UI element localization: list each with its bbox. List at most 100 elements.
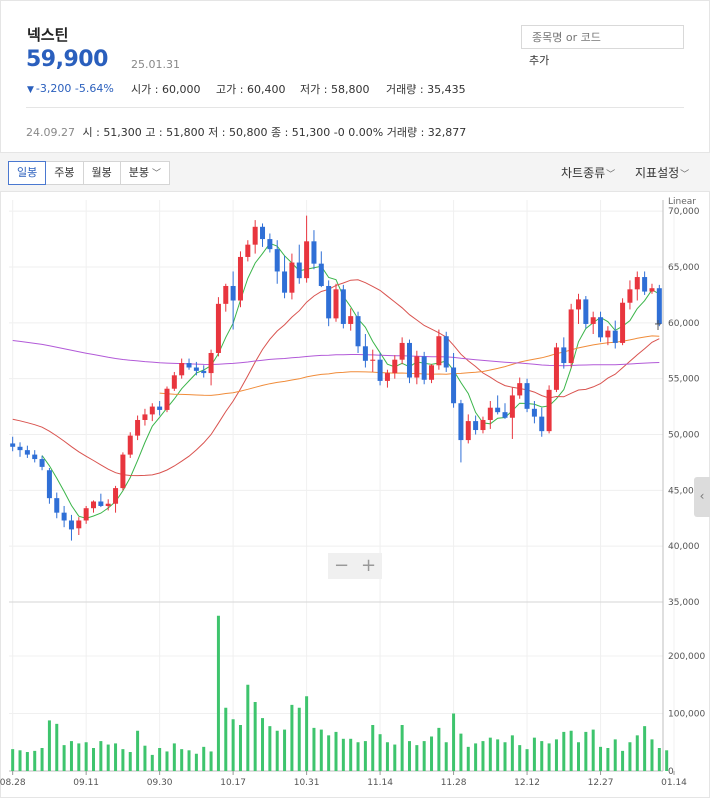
- volume-tick-label: 100,000: [668, 710, 705, 720]
- date-tick-label: 10.17: [220, 778, 246, 788]
- volume-bar: [518, 745, 522, 771]
- volume-bar: [290, 704, 294, 771]
- volume-bar: [569, 730, 573, 771]
- divider: [26, 107, 684, 108]
- candle-body: [627, 289, 633, 303]
- high-value: 60,400: [246, 83, 286, 96]
- candle-body: [61, 512, 67, 521]
- candle-body: [318, 263, 324, 286]
- volume-bar: [378, 734, 382, 771]
- candle-body: [105, 503, 111, 506]
- candle-body: [509, 395, 515, 418]
- candle-body: [458, 403, 464, 441]
- candle-body: [524, 383, 530, 409]
- volume-bar: [621, 750, 625, 771]
- zoom-in-button[interactable]: +: [360, 555, 377, 576]
- candle-body: [282, 271, 288, 293]
- price-tick-label: 55,000: [668, 375, 700, 385]
- hover-close: 51,300: [291, 126, 331, 139]
- candle-body: [656, 288, 662, 324]
- volume-bar: [312, 727, 316, 771]
- volume-bar: [114, 743, 118, 771]
- candle-body: [642, 277, 648, 292]
- volume-bar: [261, 718, 265, 771]
- panel-toggle-handle[interactable]: ‹: [694, 477, 710, 517]
- price-tick-label: 65,000: [668, 263, 700, 273]
- chart-type-menu[interactable]: 차트종류﹀: [561, 164, 615, 181]
- volume-bar: [224, 707, 228, 771]
- candle-body: [355, 316, 361, 347]
- volume-bar: [33, 750, 37, 771]
- volume-bar: [459, 733, 463, 771]
- volume-bar: [143, 745, 147, 771]
- price-tick-label: 50,000: [668, 431, 700, 441]
- candle-body: [252, 226, 258, 245]
- candle-body: [289, 262, 295, 293]
- hover-open: 51,300: [103, 126, 142, 139]
- volume-bar: [341, 738, 345, 771]
- candle-body: [76, 520, 82, 529]
- date-tick-label: 11.14: [367, 778, 393, 788]
- volume-bar: [150, 754, 154, 771]
- add-button[interactable]: 추가: [529, 54, 550, 67]
- volume-bar: [172, 743, 176, 771]
- low-value: 58,800: [330, 83, 370, 96]
- candle-body: [487, 407, 493, 420]
- candle-body: [392, 359, 398, 374]
- candle-body: [260, 226, 266, 240]
- candle-body: [274, 249, 280, 272]
- zoom-out-button[interactable]: −: [333, 555, 350, 576]
- period-tabs: 일봉 주봉 월봉 분봉 ﹀: [8, 161, 171, 185]
- chart-type-label: 차트종류: [561, 166, 606, 180]
- volume-bar: [503, 742, 507, 771]
- volume-bar: [650, 739, 654, 771]
- volume-bar: [158, 748, 162, 771]
- volume-bar: [496, 739, 500, 771]
- volume-bar: [40, 748, 44, 771]
- candle-body: [142, 414, 148, 420]
- chevron-down-icon: ﹀: [680, 170, 690, 180]
- candle-body: [245, 244, 251, 257]
- indicator-settings-menu[interactable]: 지표설정﹀: [635, 164, 689, 181]
- volume-bar: [562, 731, 566, 771]
- candle-body: [443, 336, 449, 368]
- volume-bar: [363, 741, 367, 771]
- candle-body: [399, 342, 405, 360]
- candle-body: [127, 435, 133, 455]
- hover-low-label: 저: [208, 126, 219, 139]
- candle-body: [230, 285, 236, 301]
- volume-bar: [165, 751, 169, 771]
- volume-bar: [474, 743, 478, 771]
- candle-body: [561, 347, 567, 364]
- volume-bar: [180, 749, 184, 771]
- candle-body: [634, 277, 640, 290]
- candle-body: [201, 370, 207, 374]
- zoom-control: − +: [328, 553, 382, 579]
- candle-body: [429, 365, 435, 380]
- change-value: -3,200: [35, 82, 72, 95]
- chevron-down-icon: ﹀: [152, 169, 162, 179]
- search-input[interactable]: [521, 25, 684, 49]
- candle-body: [296, 262, 302, 279]
- candle-body: [237, 256, 243, 301]
- volume-bar: [62, 745, 66, 771]
- high-label: 고가: [216, 83, 237, 96]
- tab-monthly[interactable]: 월봉: [82, 161, 121, 185]
- chevron-left-icon: ‹: [699, 489, 705, 503]
- candle-body: [24, 450, 30, 455]
- candle-body: [531, 408, 537, 417]
- volume-bar: [554, 739, 558, 771]
- volume-bar: [444, 742, 448, 771]
- tab-weekly[interactable]: 주봉: [45, 161, 84, 185]
- volume-bar: [209, 751, 213, 771]
- hover-ohlc-line: 24.09.27 시 : 51,300 고 : 51,800 저 : 50,80…: [26, 126, 467, 139]
- tab-daily[interactable]: 일봉: [8, 161, 47, 185]
- hover-open-label: 시: [82, 126, 93, 139]
- volume-tick-label: 200,000: [668, 652, 705, 662]
- volume-bar: [628, 742, 632, 771]
- tab-minute[interactable]: 분봉 ﹀: [119, 161, 171, 185]
- volume-bar: [202, 746, 206, 771]
- candle-body: [193, 367, 199, 371]
- price-tick-label: 70,000: [668, 207, 700, 217]
